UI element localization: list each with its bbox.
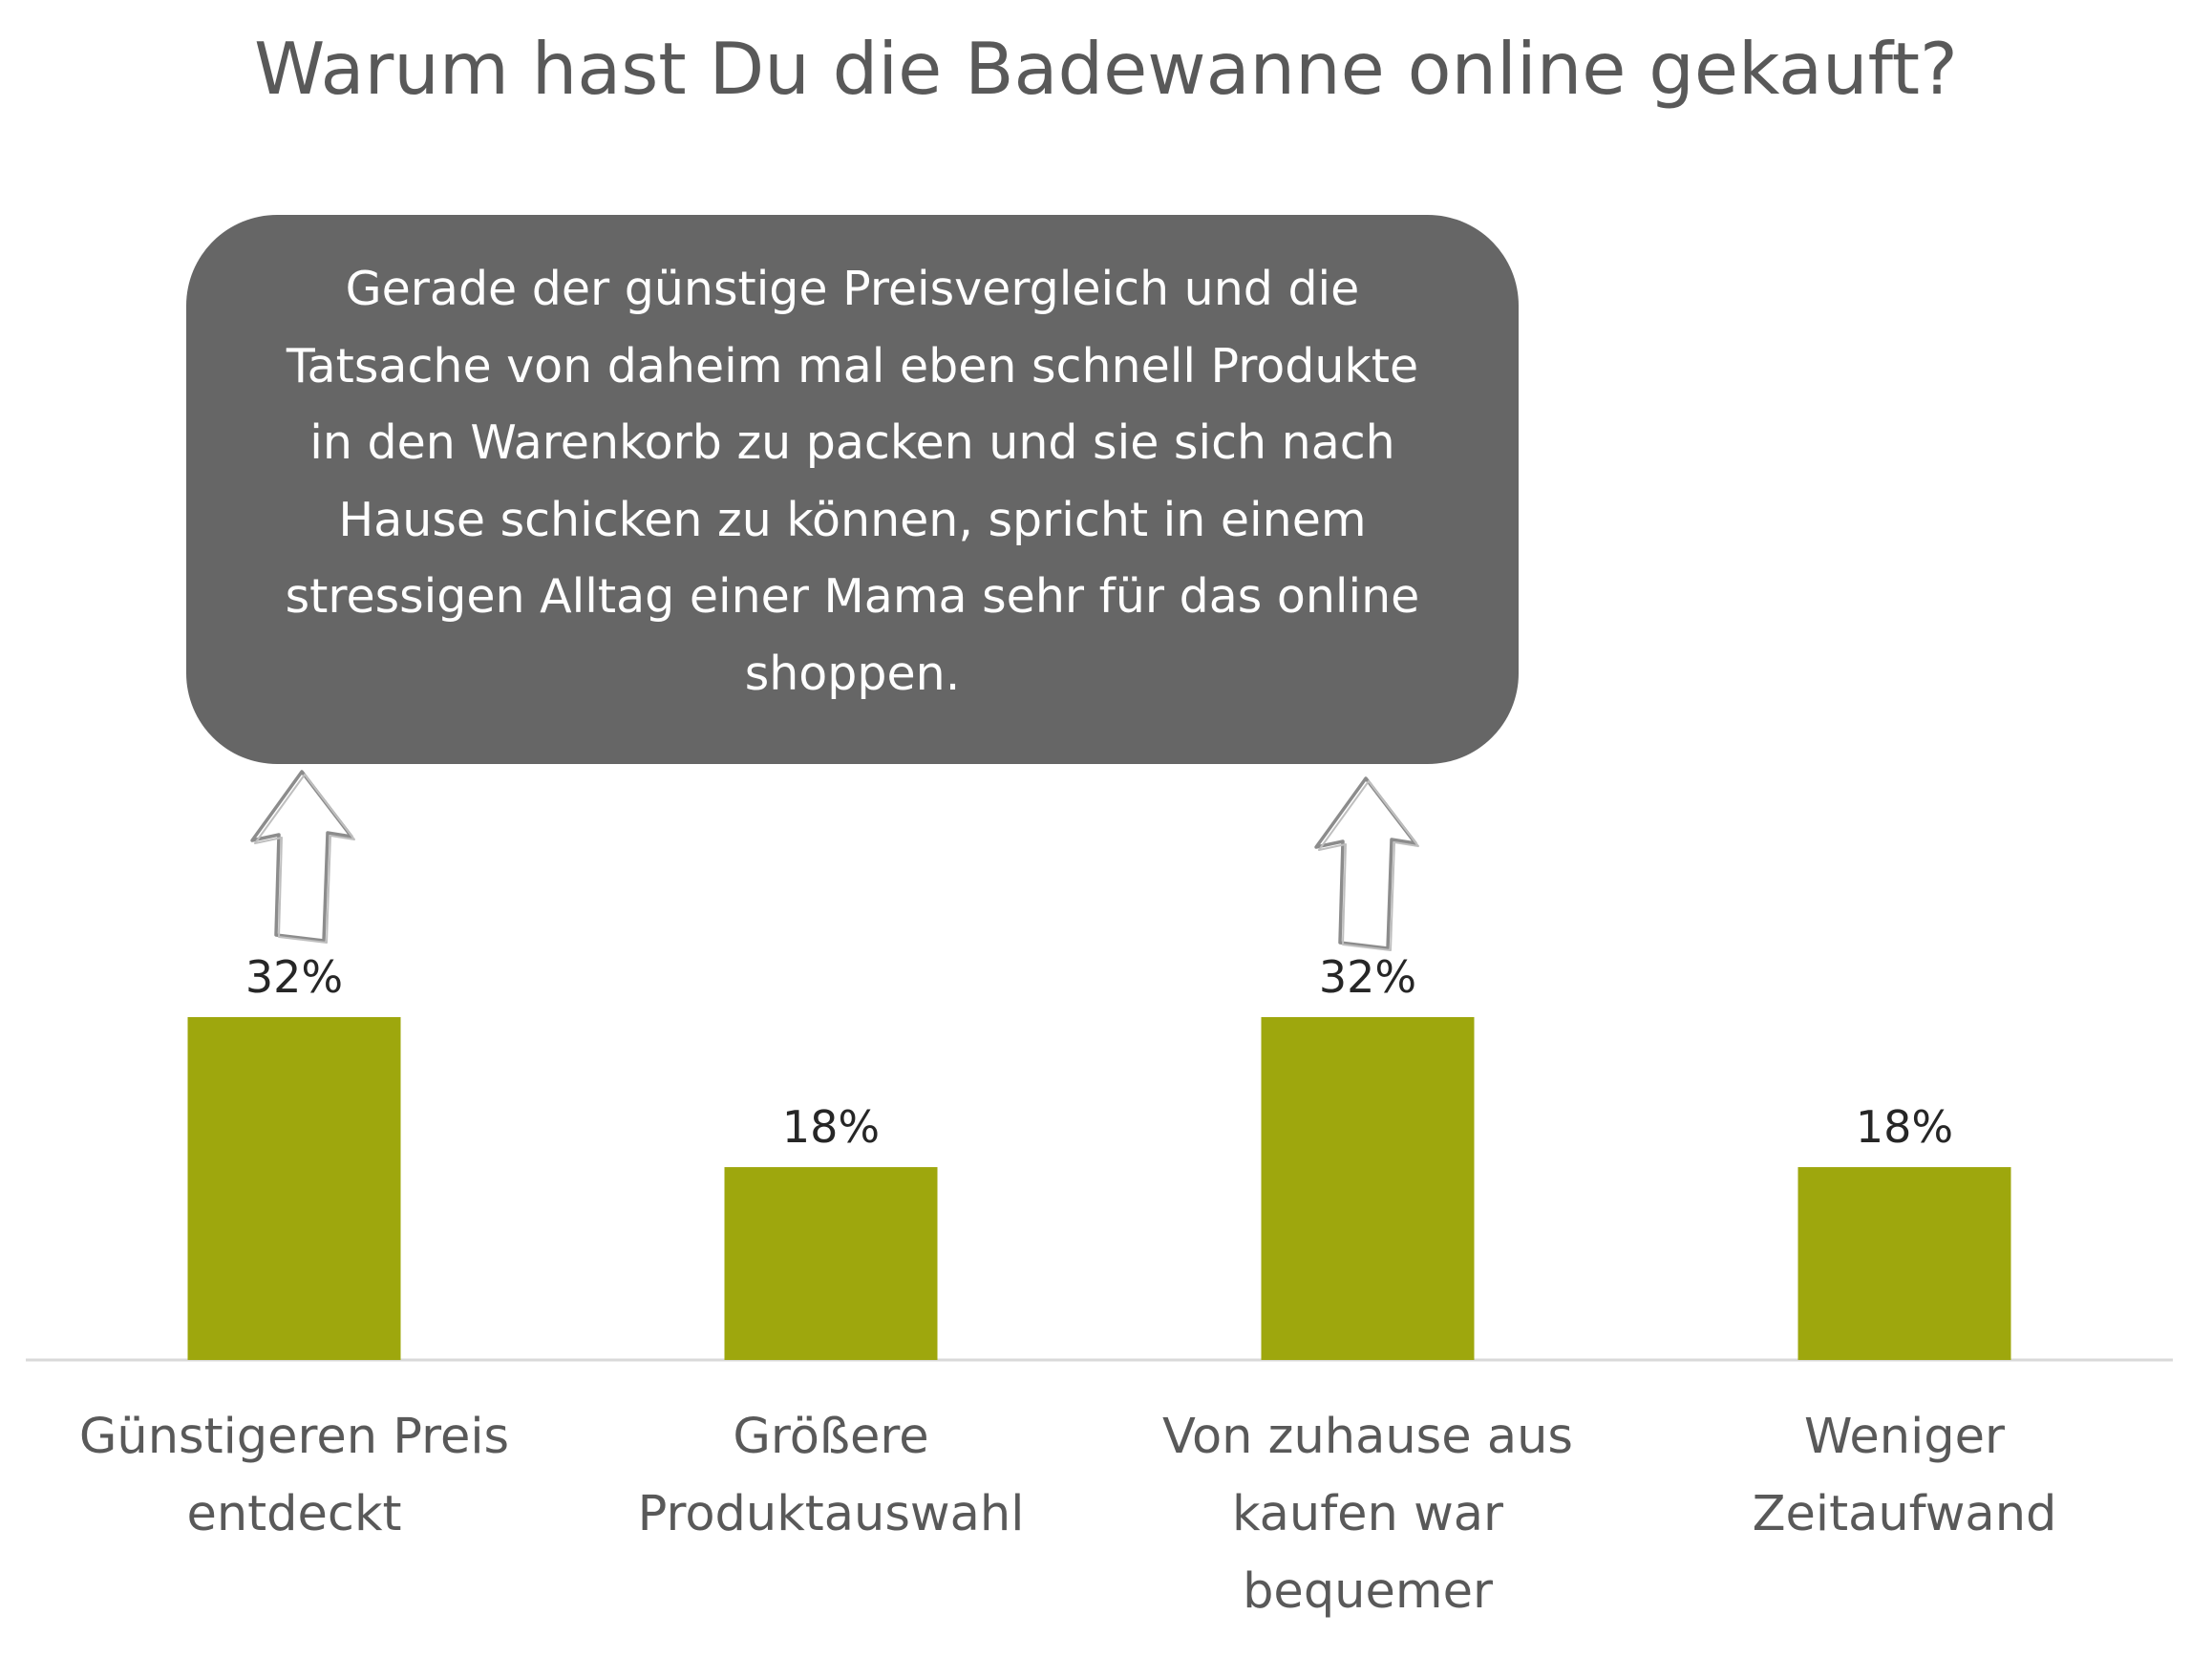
- bar: [187, 1017, 401, 1360]
- annotation-line: Gerade der günstige Preisvergleich und d…: [345, 262, 1360, 316]
- bar: [1261, 1017, 1475, 1360]
- bar: [724, 1167, 938, 1360]
- category-label: Zeitaufwand: [1753, 1486, 2057, 1542]
- category-label: kaufen war: [1232, 1486, 1503, 1542]
- category-label: Von zuhause aus: [1162, 1409, 1573, 1465]
- annotation-arrow: [250, 770, 353, 943]
- category-label: Günstigeren Preis: [79, 1409, 509, 1465]
- bar: [1797, 1167, 2011, 1360]
- annotation-arrow-sketch: [1318, 780, 1419, 951]
- annotation-line: shoppen.: [744, 646, 961, 701]
- data-label: 18%: [1856, 1101, 1953, 1153]
- category-label: Weniger: [1804, 1409, 2005, 1465]
- category-label: Größere: [733, 1409, 928, 1465]
- annotation-line: in den Warenkorb zu packen und sie sich …: [309, 415, 1395, 471]
- annotation-arrow-sketch: [254, 774, 355, 944]
- chart-title: Warum hast Du die Badewanne online gekau…: [254, 27, 1958, 111]
- data-label: 32%: [1319, 951, 1416, 1003]
- annotation-arrow: [1314, 776, 1417, 950]
- annotation-callout: Gerade der günstige Preisvergleich und d…: [186, 215, 1519, 764]
- annotation-line: Hause schicken zu können, spricht in ein…: [338, 492, 1367, 547]
- data-label: 18%: [782, 1101, 880, 1153]
- category-label: entdeckt: [186, 1486, 401, 1542]
- category-label: Produktauswahl: [638, 1486, 1025, 1542]
- annotation-line: stressigen Alltag einer Mama sehr für da…: [285, 569, 1420, 625]
- data-label: 32%: [245, 951, 343, 1003]
- annotation-line: Tatsache von daheim mal eben schnell Pro…: [286, 338, 1419, 393]
- category-label: bequemer: [1243, 1563, 1493, 1620]
